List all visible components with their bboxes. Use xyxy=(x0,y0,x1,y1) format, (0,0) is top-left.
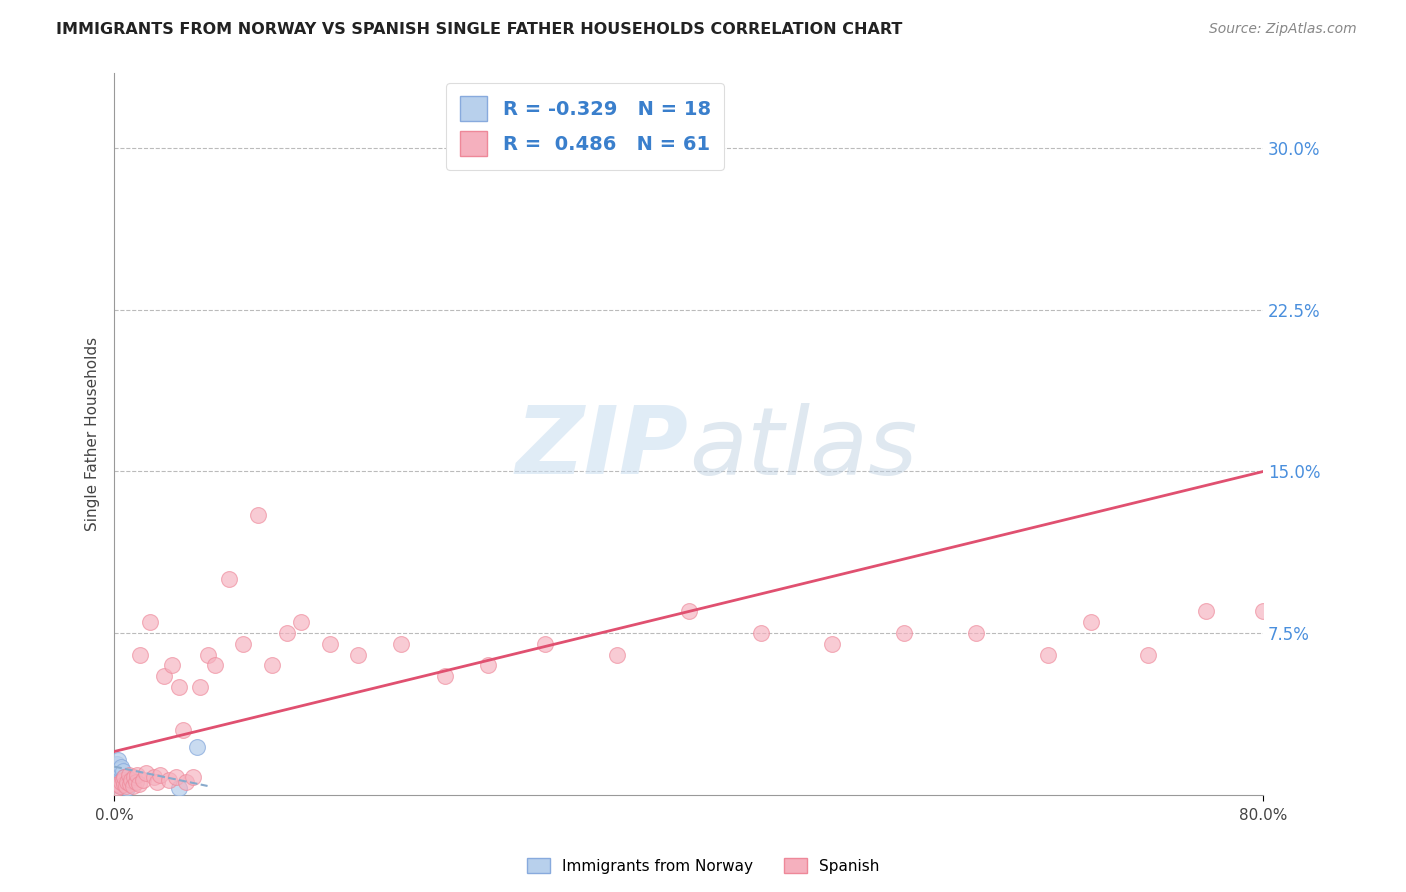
Point xyxy=(190,680,212,694)
Point xyxy=(129,648,152,662)
Point xyxy=(105,757,128,772)
Point xyxy=(120,772,142,787)
Point xyxy=(112,770,135,784)
Point xyxy=(262,658,284,673)
Point xyxy=(115,774,138,789)
Point xyxy=(105,770,128,784)
Point xyxy=(124,770,146,784)
Text: ZIP: ZIP xyxy=(516,402,689,494)
Point xyxy=(118,777,141,791)
Point xyxy=(232,637,254,651)
Point xyxy=(965,626,987,640)
Point xyxy=(107,753,129,767)
Point xyxy=(290,615,312,630)
Point xyxy=(167,781,190,796)
Point xyxy=(111,764,134,778)
Point xyxy=(115,781,138,796)
Point xyxy=(433,669,456,683)
Point xyxy=(139,615,162,630)
Point xyxy=(1137,648,1160,662)
Y-axis label: Single Father Households: Single Father Households xyxy=(86,336,100,531)
Point xyxy=(107,777,129,791)
Point xyxy=(534,637,557,651)
Point xyxy=(117,768,139,782)
Text: Source: ZipAtlas.com: Source: ZipAtlas.com xyxy=(1209,22,1357,37)
Legend: Immigrants from Norway, Spanish: Immigrants from Norway, Spanish xyxy=(520,852,886,880)
Point xyxy=(114,777,136,791)
Point xyxy=(1339,141,1361,155)
Point xyxy=(121,779,143,793)
Point xyxy=(606,648,628,662)
Point xyxy=(149,768,172,782)
Text: IMMIGRANTS FROM NORWAY VS SPANISH SINGLE FATHER HOUSEHOLDS CORRELATION CHART: IMMIGRANTS FROM NORWAY VS SPANISH SINGLE… xyxy=(56,22,903,37)
Point xyxy=(110,772,132,787)
Point xyxy=(276,626,298,640)
Point xyxy=(174,774,197,789)
Point xyxy=(181,770,204,784)
Point xyxy=(477,658,499,673)
Point xyxy=(111,777,134,791)
Point xyxy=(105,781,128,796)
Point xyxy=(821,637,844,651)
Point xyxy=(157,772,180,787)
Point xyxy=(104,762,127,776)
Point xyxy=(108,762,131,776)
Point xyxy=(111,772,134,787)
Point xyxy=(167,680,190,694)
Point xyxy=(108,779,131,793)
Point xyxy=(246,508,269,522)
Point xyxy=(1080,615,1102,630)
Legend: R = -0.329   N = 18, R =  0.486   N = 61: R = -0.329 N = 18, R = 0.486 N = 61 xyxy=(446,83,724,169)
Point xyxy=(197,648,219,662)
Point xyxy=(391,637,413,651)
Point xyxy=(107,766,129,780)
Point xyxy=(110,774,132,789)
Point xyxy=(128,777,150,791)
Point xyxy=(204,658,226,673)
Point xyxy=(110,759,132,773)
Point xyxy=(146,774,169,789)
Point xyxy=(165,770,187,784)
Point xyxy=(1195,605,1218,619)
Point xyxy=(114,779,136,793)
Point xyxy=(125,774,148,789)
Text: atlas: atlas xyxy=(689,402,917,493)
Point xyxy=(143,770,166,784)
Point xyxy=(1036,648,1059,662)
Point xyxy=(893,626,915,640)
Point xyxy=(347,648,370,662)
Point xyxy=(135,766,157,780)
Point xyxy=(186,740,208,755)
Point xyxy=(678,605,700,619)
Point xyxy=(108,779,131,793)
Point xyxy=(112,770,135,784)
Point xyxy=(218,572,240,586)
Point xyxy=(104,777,127,791)
Point xyxy=(1281,615,1303,630)
Point xyxy=(318,637,340,651)
Point xyxy=(1251,605,1274,619)
Point xyxy=(127,768,149,782)
Point xyxy=(107,774,129,789)
Point xyxy=(1324,465,1347,479)
Point xyxy=(112,777,135,791)
Point xyxy=(160,658,183,673)
Point xyxy=(172,723,194,737)
Point xyxy=(153,669,176,683)
Point xyxy=(749,626,772,640)
Point xyxy=(132,772,155,787)
